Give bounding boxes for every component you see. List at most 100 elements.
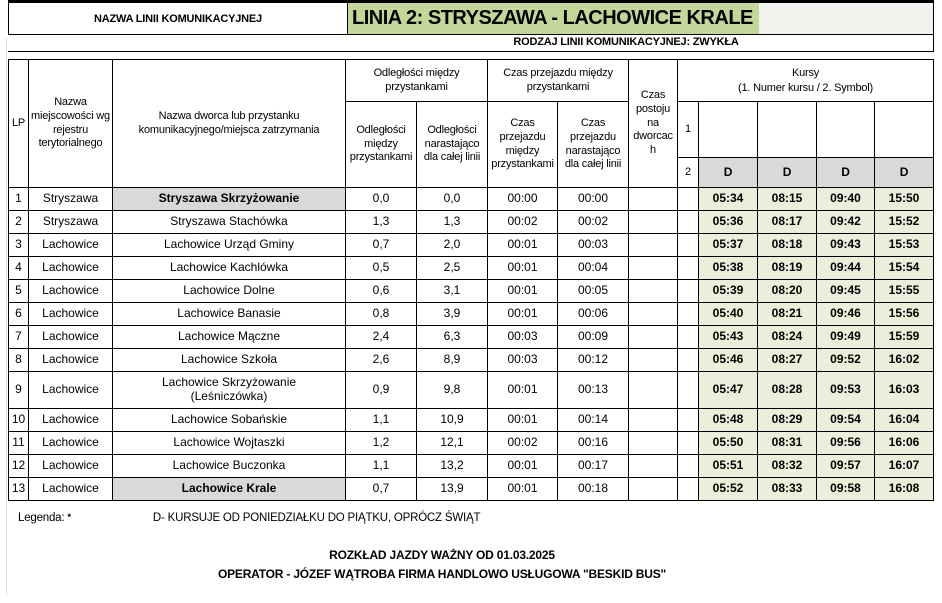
- time-between-cell: 00:03: [487, 325, 558, 349]
- town-cell: Lachowice: [28, 302, 113, 326]
- line-name-label: NAZWA LINII KOMUNIKACYJNEJ: [8, 3, 348, 34]
- dist-cum-cell: 3,9: [416, 302, 488, 326]
- table-row: 1 Stryszawa Stryszawa Skrzyżowanie 0,0 0…: [8, 187, 935, 211]
- departure-cell: 05:50: [698, 431, 759, 455]
- time-between-cell: 00:01: [487, 279, 558, 303]
- time-between-cell: 00:01: [487, 256, 558, 280]
- time-cum-cell: 00:09: [556, 325, 630, 349]
- dist-cum-header: Odległości narastająco dla całej linii: [416, 101, 488, 188]
- departure-cell: 08:33: [757, 477, 818, 501]
- departure-cell: 15:52: [874, 210, 935, 234]
- time-cum-cell: 00:12: [556, 348, 630, 372]
- course-symbol-cell: D: [757, 157, 818, 188]
- table-row: 13 Lachowice Lachowice Krale 0,7 13,9 00…: [8, 477, 935, 501]
- course-spacer-cell: [677, 371, 700, 409]
- timetable: LP Nazwa miejscowości wg rejestru teryto…: [8, 59, 935, 501]
- departure-cell: 09:45: [816, 279, 876, 303]
- lp-cell: 13: [8, 477, 29, 501]
- course-number-cell: [816, 101, 876, 158]
- dist-between-cell: 0,8: [345, 302, 417, 326]
- course-spacer-cell: [677, 477, 700, 501]
- town-header: Nazwa miejscowości wg rejestru terytoria…: [28, 59, 113, 188]
- lp-cell: 4: [8, 256, 29, 280]
- town-cell: Lachowice: [28, 233, 113, 257]
- dist-between-cell: 0,7: [345, 233, 417, 257]
- table-row: 3 Lachowice Lachowice Urząd Gminy 0,7 2,…: [8, 233, 935, 257]
- table-row: 4 Lachowice Lachowice Kachlówka 0,5 2,5 …: [8, 256, 935, 280]
- stop-cell: Stryszawa Stachówka: [112, 210, 346, 234]
- dist-cum-cell: 6,3: [416, 325, 488, 349]
- departure-cell: 08:18: [757, 233, 818, 257]
- course-spacer-cell: [677, 302, 700, 326]
- time-between-cell: 00:01: [487, 454, 558, 478]
- dist-between-cell: 0,9: [345, 371, 417, 409]
- course-spacer-cell: [677, 279, 700, 303]
- departure-cell: 15:53: [874, 233, 935, 257]
- timetable-body: 1 Stryszawa Stryszawa Skrzyżowanie 0,0 0…: [8, 187, 935, 501]
- course-symbol-cell: D: [698, 157, 759, 188]
- time-between-cell: 00:01: [487, 302, 558, 326]
- dwell-cell: [628, 302, 679, 326]
- lp-cell: 11: [8, 431, 29, 455]
- departure-cell: 08:31: [757, 431, 818, 455]
- time-between-cell: 00:00: [487, 187, 558, 211]
- dist-between-cell: 1,3: [345, 210, 417, 234]
- departure-cell: 09:52: [816, 348, 876, 372]
- time-cum-cell: 00:04: [556, 256, 630, 280]
- legend-label: Legenda:: [18, 512, 65, 524]
- time-cum-cell: 00:14: [556, 408, 630, 432]
- departure-cell: 05:48: [698, 408, 759, 432]
- time-between-cell: 00:01: [487, 233, 558, 257]
- departure-cell: 09:42: [816, 210, 876, 234]
- time-cum-cell: 00:13: [556, 371, 630, 409]
- departure-cell: 08:19: [757, 256, 818, 280]
- lp-cell: 9: [8, 371, 29, 409]
- time-between-cell: 00:03: [487, 348, 558, 372]
- departure-cell: 05:47: [698, 371, 759, 409]
- town-cell: Lachowice: [28, 256, 113, 280]
- lp-header: LP: [8, 59, 29, 188]
- dist-between-header: Odległości między przystankami: [345, 101, 417, 188]
- table-row: 10 Lachowice Lachowice Sobańskie 1,1 10,…: [8, 408, 935, 432]
- town-cell: Lachowice: [28, 477, 113, 501]
- departure-cell: 16:04: [874, 408, 935, 432]
- lp-cell: 7: [8, 325, 29, 349]
- departure-cell: 15:55: [874, 279, 935, 303]
- travel-time-group-header: Czas przejazdu między przystankami: [486, 59, 630, 102]
- lp-cell: 2: [8, 210, 29, 234]
- departure-cell: 08:17: [757, 210, 818, 234]
- table-row: 12 Lachowice Lachowice Buczonka 1,1 13,2…: [8, 454, 935, 478]
- town-cell: Lachowice: [28, 348, 113, 372]
- time-cum-cell: 00:06: [556, 302, 630, 326]
- departure-cell: 09:40: [816, 187, 876, 211]
- town-cell: Lachowice: [28, 454, 113, 478]
- header-empty-cell: [759, 3, 934, 34]
- footer: ROZKŁAD JAZDY WAŻNY OD 01.03.2025 OPERAT…: [8, 548, 876, 581]
- dwell-cell: [628, 408, 679, 432]
- table-row: 6 Lachowice Lachowice Banasie 0,8 3,9 00…: [8, 302, 935, 326]
- dist-cum-cell: 0,0: [416, 187, 488, 211]
- course-symbol-cell: D: [874, 157, 935, 188]
- time-between-cell: 00:02: [487, 431, 558, 455]
- dist-between-cell: 0,5: [345, 256, 417, 280]
- departure-cell: 08:20: [757, 279, 818, 303]
- course-spacer-cell: [677, 187, 700, 211]
- course-spacer-cell: [677, 431, 700, 455]
- departure-cell: 05:52: [698, 477, 759, 501]
- validity-note: ROZKŁAD JAZDY WAŻNY OD 01.03.2025: [329, 548, 555, 562]
- time-cum-cell: 00:00: [556, 187, 630, 211]
- header-group-row: LP Nazwa miejscowości wg rejestru teryto…: [8, 59, 935, 188]
- stop-cell: Lachowice Skrzyżowanie (Leśniczówka): [112, 371, 346, 409]
- stop-cell: Lachowice Buczonka: [112, 454, 346, 478]
- course-number-cell: [757, 101, 818, 158]
- departure-cell: 08:32: [757, 454, 818, 478]
- dwell-cell: [628, 477, 679, 501]
- legend-mark: *: [67, 512, 71, 523]
- operator-note: OPERATOR - JÓZEF WĄTROBA FIRMA HANDLOWO …: [217, 567, 667, 581]
- time-between-header: Czas przejazdu między przystankami: [487, 101, 558, 188]
- dwell-cell: [628, 371, 679, 409]
- dist-between-cell: 1,1: [345, 408, 417, 432]
- departure-cell: 05:40: [698, 302, 759, 326]
- town-cell: Lachowice: [28, 371, 113, 409]
- time-cum-header: Czas przejazdu narastająco dla całej lin…: [556, 101, 630, 188]
